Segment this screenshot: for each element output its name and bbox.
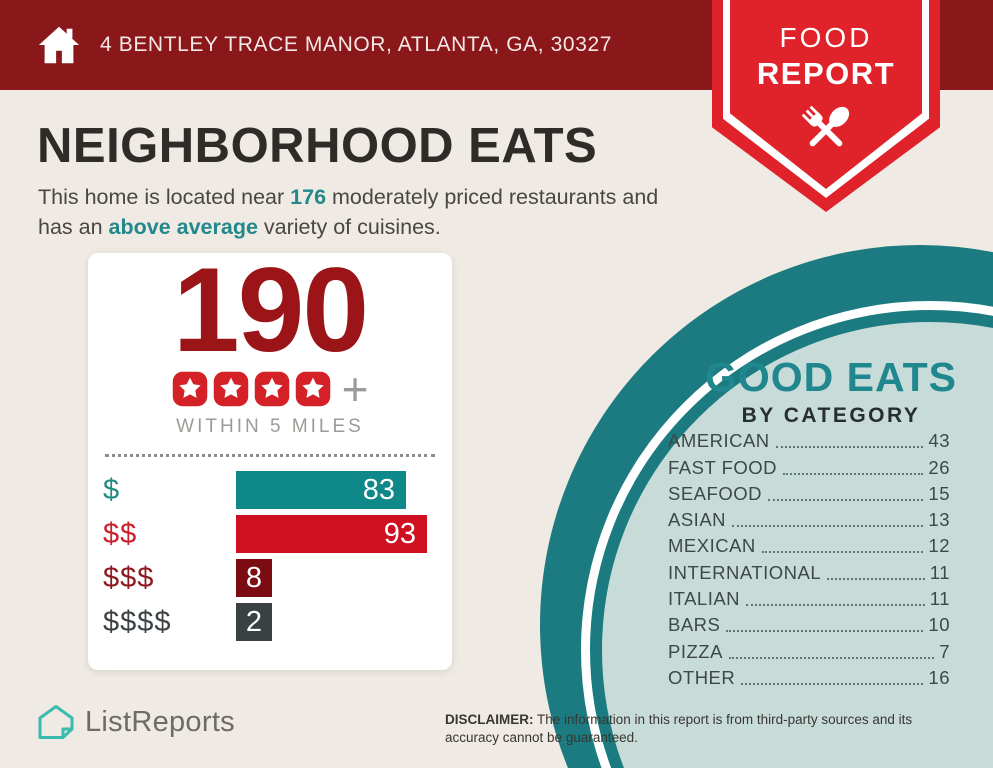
- category-label: ASIAN: [668, 509, 727, 531]
- yelp-star-icon: [254, 371, 289, 407]
- listreports-logo-icon: [38, 705, 74, 739]
- price-tier-value: 8: [245, 561, 263, 594]
- good-eats-title: GOOD EATS: [705, 354, 957, 400]
- price-tier-label: $$: [103, 517, 138, 550]
- category-row: PIZZA 7: [668, 639, 950, 665]
- category-value: 13: [928, 509, 950, 531]
- yelp-star-icon: [172, 371, 207, 407]
- category-row: SEAFOOD 15: [668, 482, 950, 508]
- plus-sign: +: [341, 363, 369, 415]
- price-bar-row: $$$ 8: [103, 559, 437, 597]
- intro-line2-post: variety of cuisines.: [257, 215, 441, 239]
- price-tier-label: $$$$: [103, 605, 172, 638]
- category-row: MEXICAN 12: [668, 534, 950, 560]
- crossed-spoon-fork-icon: [801, 105, 850, 147]
- category-label: MEXICAN: [668, 535, 756, 557]
- category-row: INTERNATIONAL 11: [668, 560, 950, 586]
- category-label: OTHER: [668, 666, 736, 688]
- yelp-star-icon: [213, 371, 248, 407]
- price-tier-label: $$$: [103, 561, 155, 594]
- price-tier-value: 2: [245, 605, 263, 638]
- price-bar-row: $$$$ 2: [103, 603, 437, 641]
- category-label: INTERNATIONAL: [668, 561, 822, 583]
- price-tier-label: $: [103, 473, 121, 506]
- category-value: 26: [928, 456, 950, 478]
- price-bar-row: $$ 93: [103, 515, 437, 553]
- dot-leader: [741, 682, 924, 685]
- category-row: FAST FOOD 26: [668, 455, 950, 481]
- category-label: AMERICAN: [668, 430, 770, 452]
- price-tier-bar-chart: $83 $$ 93 $$$ 8 $$$$ 2: [103, 471, 437, 647]
- dot-leader: [767, 498, 924, 501]
- restaurant-count-highlight: 176: [290, 185, 327, 209]
- badge-title: FOOD REPORT: [712, 22, 940, 92]
- intro-line2-pre: has an: [38, 215, 109, 239]
- restaurant-count: 190: [172, 243, 369, 377]
- category-label: SEAFOOD: [668, 482, 762, 504]
- price-tier-value: 93: [383, 517, 416, 550]
- intro-line1-pre: This home is located near: [38, 185, 291, 209]
- category-value: 11: [929, 588, 950, 610]
- disclaimer: DISCLAIMER: The information in this repo…: [445, 711, 957, 747]
- yelp-star-icon: [295, 371, 330, 407]
- category-label: FAST FOOD: [668, 456, 778, 478]
- dot-leader: [732, 525, 924, 528]
- category-row: AMERICAN 43: [668, 429, 950, 455]
- intro-line2: has an above average variety of cuisines…: [38, 212, 738, 242]
- home-icon: [38, 26, 80, 64]
- within-miles-label: WITHIN 5 MILES: [176, 416, 364, 437]
- category-row: ITALIAN 11: [668, 587, 950, 613]
- category-row: BARS 10: [668, 613, 950, 639]
- badge-title-line1: FOOD: [779, 22, 873, 53]
- above-average-highlight: above average: [108, 215, 258, 239]
- category-row: OTHER 16: [668, 666, 950, 692]
- disclaimer-text: The information in this report is from t…: [445, 712, 913, 746]
- category-row: ASIAN 13: [668, 508, 950, 534]
- brand-name: ListReports: [85, 705, 235, 738]
- price-tier-bar: 2: [236, 603, 272, 641]
- price-tier-bar: 93: [236, 515, 427, 553]
- price-tier-bar: 83: [236, 471, 406, 509]
- price-bar-row: $83: [103, 471, 437, 509]
- price-tier-value: 83: [362, 473, 395, 506]
- page-title: NEIGHBORHOOD EATS: [37, 119, 598, 173]
- dot-leader: [728, 656, 935, 659]
- category-value: 12: [928, 535, 950, 557]
- category-value: 15: [928, 482, 950, 504]
- food-report-badge: FOOD REPORT: [712, 0, 940, 212]
- dot-leader: [726, 630, 924, 633]
- dot-leader: [775, 446, 924, 449]
- category-list: AMERICAN 43 FAST FOOD 26 SEAFOOD 15 ASIAN 13 MEX…: [668, 429, 950, 692]
- good-eats-heading: GOOD EATS BY CATEGORY: [661, 354, 993, 428]
- intro-line1-post: moderately priced restaurants and: [326, 185, 659, 209]
- category-value: 7: [939, 640, 950, 662]
- restaurant-stats-card: 190 + WITHIN 5 MILES $83 $$ 93 $$$ 8 $$$$ 2: [88, 243, 452, 670]
- category-label: PIZZA: [668, 640, 723, 662]
- dot-leader: [827, 577, 925, 580]
- good-eats-subtitle: BY CATEGORY: [741, 404, 921, 427]
- category-value: 11: [929, 561, 950, 583]
- category-value: 10: [928, 614, 950, 636]
- intro-line1: This home is located near 176 moderately…: [38, 182, 738, 212]
- disclaimer-label: DISCLAIMER:: [445, 712, 534, 727]
- category-label: BARS: [668, 614, 721, 636]
- listreports-brand: ListReports: [36, 702, 235, 742]
- badge-title-line2: REPORT: [756, 56, 896, 91]
- category-value: 16: [928, 666, 950, 688]
- dot-leader: [746, 604, 925, 607]
- dot-leader: [761, 551, 924, 554]
- dot-leader: [783, 472, 924, 475]
- category-label: ITALIAN: [668, 588, 741, 610]
- intro-text: This home is located near 176 moderately…: [38, 182, 738, 242]
- property-address: 4 BENTLEY TRACE MANOR, ATLANTA, GA, 3032…: [100, 33, 613, 56]
- star-rating: +: [88, 363, 452, 415]
- dotted-divider: [105, 454, 435, 457]
- price-tier-bar: 8: [236, 559, 272, 597]
- category-value: 43: [928, 430, 950, 452]
